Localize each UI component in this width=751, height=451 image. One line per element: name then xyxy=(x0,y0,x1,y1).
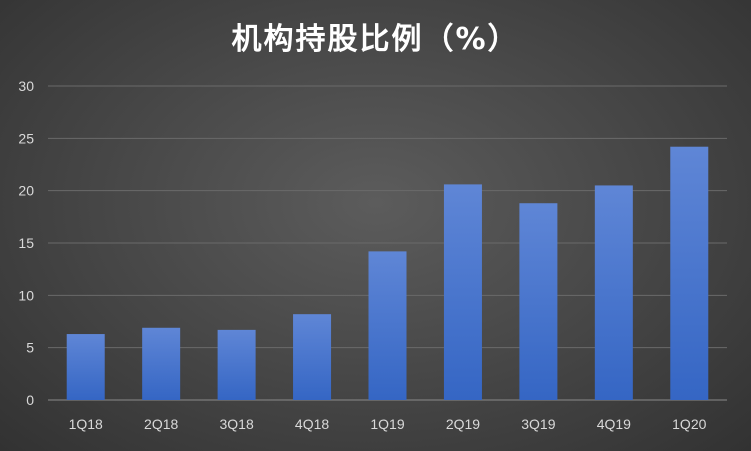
y-tick-label: 30 xyxy=(18,78,34,94)
y-tick-label: 0 xyxy=(26,392,34,408)
y-tick-label: 25 xyxy=(18,130,34,146)
bar-4q18 xyxy=(293,314,332,400)
x-tick-label: 1Q19 xyxy=(370,416,404,432)
chart-title: 机构持股比例（%） xyxy=(231,22,520,57)
y-axis-ticks: 0 5 10 15 20 25 30 xyxy=(18,78,34,408)
bar-2q19 xyxy=(443,184,482,400)
x-tick-label: 2Q19 xyxy=(446,416,480,432)
x-tick-label: 1Q18 xyxy=(69,416,103,432)
y-tick-label: 5 xyxy=(26,340,34,356)
y-tick-label: 15 xyxy=(18,235,34,251)
y-tick-label: 10 xyxy=(18,287,34,303)
bar-4q19 xyxy=(594,185,633,400)
x-tick-label: 4Q18 xyxy=(295,416,329,432)
x-tick-label: 2Q18 xyxy=(144,416,178,432)
bar-1q19 xyxy=(368,251,407,400)
bar-3q18 xyxy=(217,329,256,400)
bars xyxy=(66,146,709,400)
bar-1q20 xyxy=(670,146,709,400)
bar-2q18 xyxy=(142,327,181,400)
bar-3q19 xyxy=(519,203,558,400)
x-tick-label: 3Q18 xyxy=(219,416,253,432)
x-tick-label: 4Q19 xyxy=(597,416,631,432)
y-tick-label: 20 xyxy=(18,183,34,199)
x-tick-label: 1Q20 xyxy=(672,416,706,432)
x-tick-label: 3Q19 xyxy=(521,416,555,432)
bar-1q18 xyxy=(66,334,105,400)
x-axis-ticks: 1Q18 2Q18 3Q18 4Q18 1Q19 2Q19 3Q19 4Q19 1Q20 xyxy=(69,416,707,432)
